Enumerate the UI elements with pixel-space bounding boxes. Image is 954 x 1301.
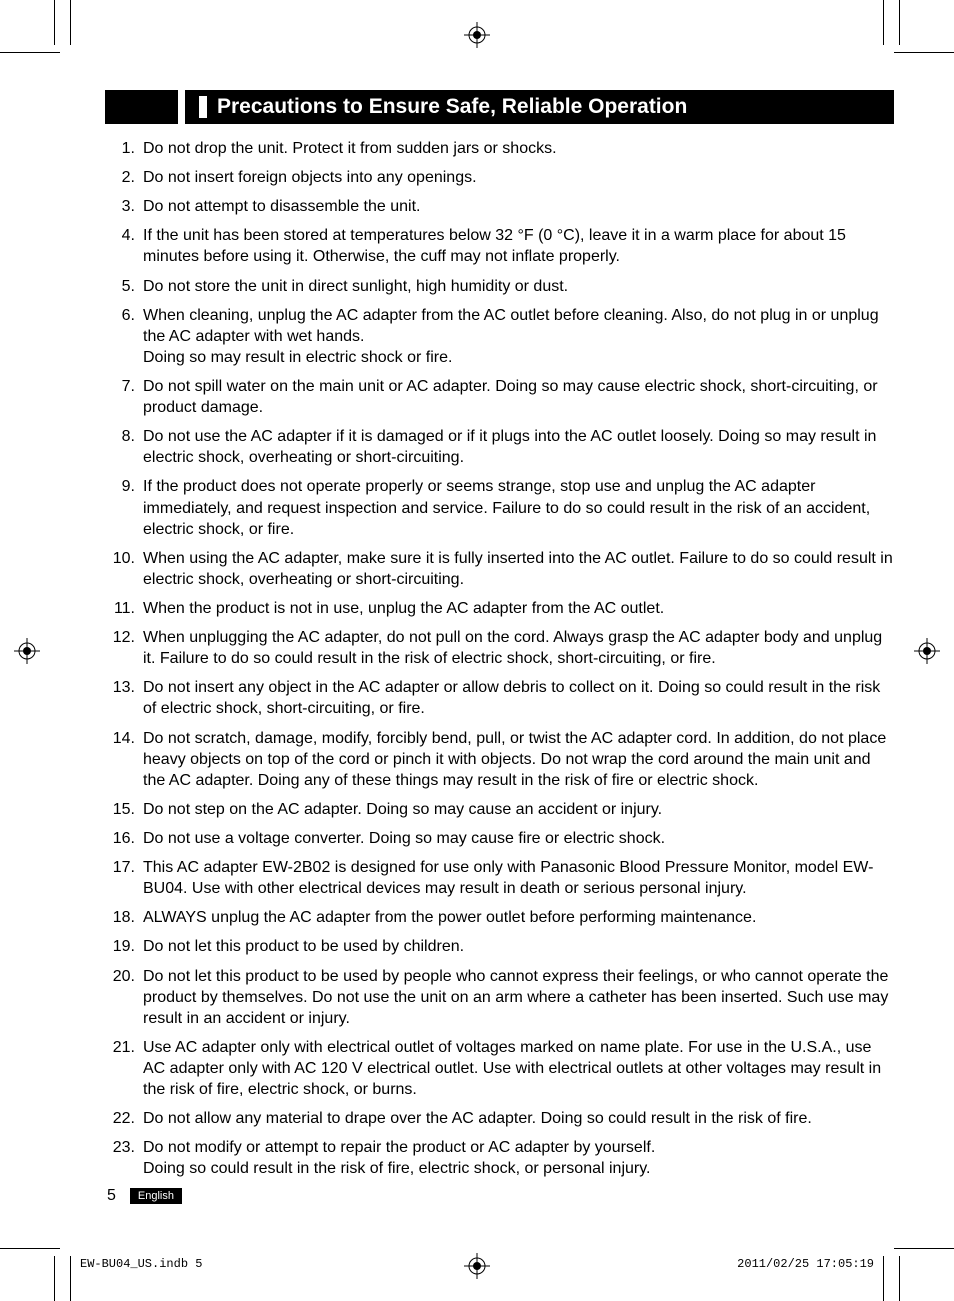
precaution-item: Do not let this product to be used by pe… [137,966,894,1029]
crop-mark [883,0,884,45]
heading-pip-icon [199,96,207,118]
precaution-item: When using the AC adapter, make sure it … [137,548,894,590]
precaution-item: ALWAYS unplug the AC adapter from the po… [137,907,894,928]
crop-mark [70,1256,71,1301]
crop-mark [70,0,71,45]
precaution-item: Do not use a voltage converter. Doing so… [137,828,894,849]
crop-mark [883,1256,884,1301]
crop-mark [54,0,55,45]
precaution-item: Do not insert any object in the AC adapt… [137,677,894,719]
section-heading: Precautions to Ensure Safe, Reliable Ope… [185,90,894,124]
precaution-item: Do not use the AC adapter if it is damag… [137,426,894,468]
precaution-item: This AC adapter EW-2B02 is designed for … [137,857,894,899]
language-badge: English [130,1188,182,1204]
page: Precautions to Ensure Safe, Reliable Ope… [0,0,954,1301]
section-heading-bar: Precautions to Ensure Safe, Reliable Ope… [105,90,894,124]
crop-mark [0,52,60,53]
precautions-list: Do not drop the unit. Protect it from su… [105,138,894,1179]
precaution-item: Do not insert foreign objects into any o… [137,167,894,188]
section-heading-text: Precautions to Ensure Safe, Reliable Ope… [217,95,687,119]
crop-mark [894,52,954,53]
crop-mark [0,1248,60,1249]
precaution-item: Do not allow any material to drape over … [137,1108,894,1129]
precaution-item: If the unit has been stored at temperatu… [137,225,894,267]
precaution-item: When unplugging the AC adapter, do not p… [137,627,894,669]
precaution-item: Do not drop the unit. Protect it from su… [137,138,894,159]
precaution-item: Do not scratch, damage, modify, forcibly… [137,728,894,791]
precaution-item: When the product is not in use, unplug t… [137,598,894,619]
precaution-item: When cleaning, unplug the AC adapter fro… [137,305,894,368]
precaution-item: Do not modify or attempt to repair the p… [137,1137,894,1179]
page-number: 5 [107,1187,116,1205]
precaution-item: Do not store the unit in direct sunlight… [137,276,894,297]
precaution-item: Use AC adapter only with electrical outl… [137,1037,894,1100]
precaution-item: If the product does not operate properly… [137,476,894,539]
precaution-item: Do not spill water on the main unit or A… [137,376,894,418]
registration-mark-icon [914,638,940,664]
imprint-timestamp: 2011/02/25 17:05:19 [737,1257,874,1271]
crop-mark [899,1256,900,1301]
registration-mark-icon [14,638,40,664]
precaution-item: Do not step on the AC adapter. Doing so … [137,799,894,820]
crop-mark [894,1248,954,1249]
heading-lead-block [105,90,178,124]
crop-mark [899,0,900,45]
precaution-item: Do not let this product to be used by ch… [137,936,894,957]
heading-gap [178,90,185,124]
print-imprint: EW-BU04_US.indb 5 2011/02/25 17:05:19 [80,1257,874,1271]
content-area: Precautions to Ensure Safe, Reliable Ope… [105,90,894,1205]
page-footer: 5 English [105,1187,894,1205]
imprint-filename: EW-BU04_US.indb 5 [80,1257,202,1271]
crop-mark [54,1256,55,1301]
registration-mark-icon [464,22,490,48]
precaution-item: Do not attempt to disassemble the unit. [137,196,894,217]
